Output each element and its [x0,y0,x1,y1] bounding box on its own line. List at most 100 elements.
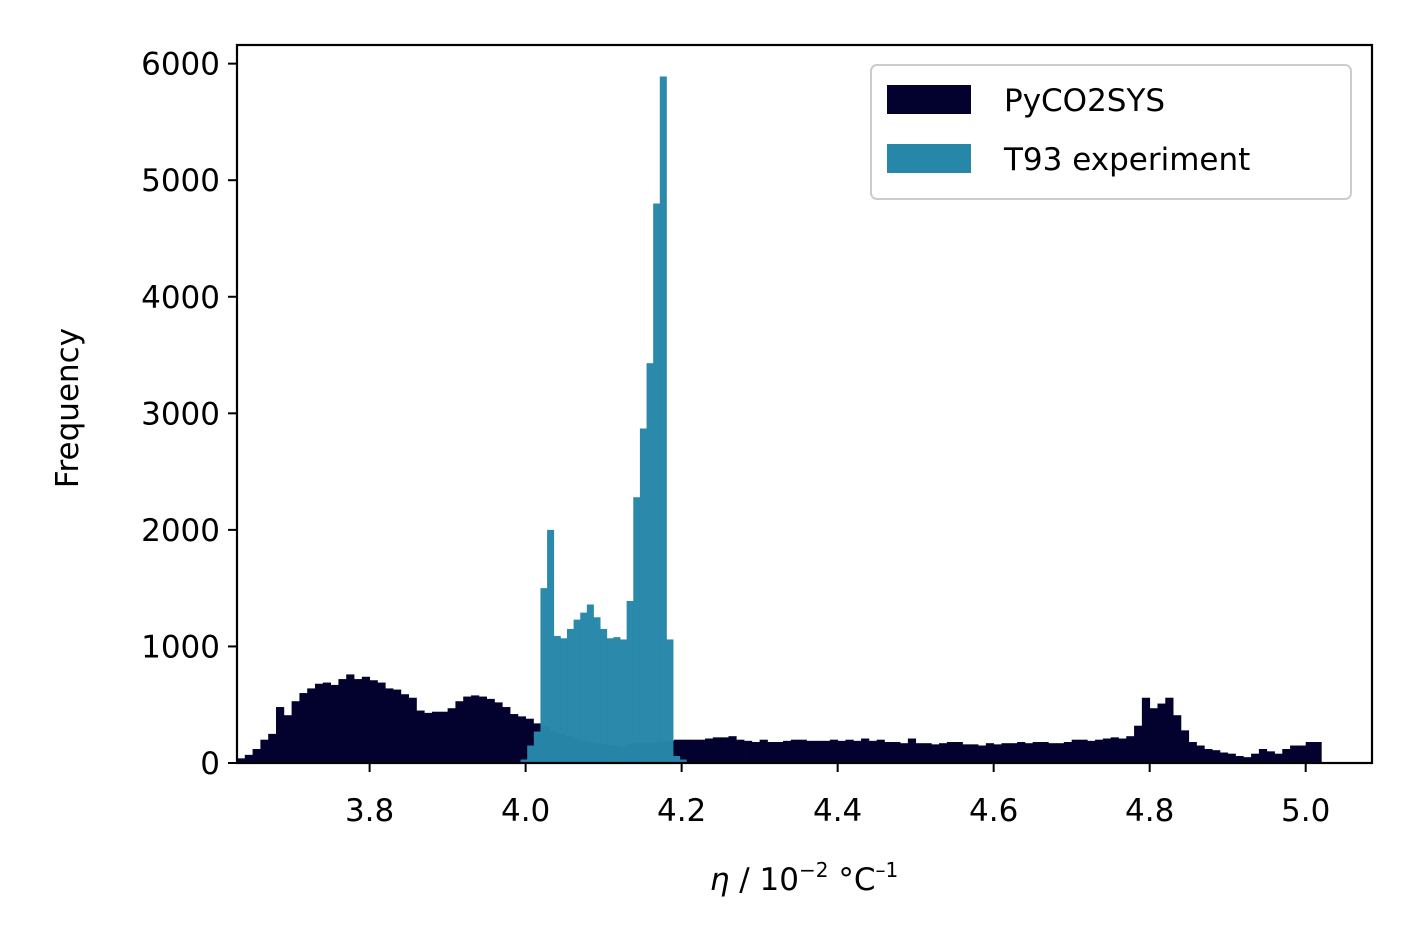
bar [1063,742,1073,763]
x-axis-label: η / 10−2 °C–1 [710,858,898,898]
bar [606,638,614,763]
bar [237,758,246,763]
x-tick-label: 5.0 [1281,793,1330,829]
bar [1017,742,1026,763]
bar [463,696,472,763]
bar [478,696,488,763]
bar [315,683,324,763]
bar [829,739,839,763]
bar [689,739,698,763]
bar [1126,736,1135,763]
bar [1297,745,1307,763]
bar [962,744,971,763]
bar [931,744,940,763]
x-tick-label: 4.0 [501,793,550,829]
bar [1134,725,1143,763]
bar [586,604,594,763]
x-axis-label-unit-exponent: –1 [876,858,899,882]
bar [1040,742,1049,763]
bar [1048,743,1057,763]
bar [260,739,269,763]
x-axis-ticks: 3.8 4.0 4.2 4.4 4.6 4.8 5.0 [345,763,1330,829]
bar [822,740,831,763]
bar [540,588,548,763]
bar [510,714,519,763]
bar [798,739,807,763]
bar [393,689,402,763]
bar [1157,703,1166,763]
bar [659,76,667,764]
bar [1118,738,1127,763]
bar [978,745,987,763]
legend-swatch-t93-experiment [887,144,971,173]
series-0 [237,674,1322,763]
bar [1071,739,1080,763]
bar [268,733,277,763]
bar [876,739,885,763]
bar [1149,708,1158,763]
bar [1024,743,1034,763]
bar [1095,739,1104,763]
bar [1204,749,1213,763]
bar [1173,715,1182,763]
x-tick-label: 4.4 [813,793,862,829]
legend-frame [870,64,1352,200]
bar [666,639,674,763]
bar [1274,753,1283,763]
bar [861,738,870,763]
bar [1196,745,1205,763]
bar [494,702,503,763]
bar [1141,697,1151,763]
bar [954,742,963,763]
bar [646,363,654,763]
y-tick-label: 2000 [141,513,220,549]
bar [653,203,661,763]
bar [447,708,456,763]
bar [923,743,932,763]
series-1 [513,76,687,764]
bar [517,716,527,763]
bar [613,637,621,763]
bar [985,743,995,763]
bar [884,742,893,763]
bar [892,742,901,763]
bar [566,628,574,763]
bar [338,679,347,763]
bar [580,612,588,763]
bar [400,694,410,763]
bar [1032,742,1041,763]
bar [1266,751,1275,763]
x-axis-label-unit: °C [829,862,876,898]
bar [939,743,948,763]
bar [354,679,363,763]
bar [307,688,316,763]
y-axis-label: Frequency [50,328,86,488]
x-axis-label-symbol: η [710,862,730,898]
bar [1290,745,1299,763]
bar [720,737,729,763]
bar [252,749,261,763]
bar [673,739,683,763]
bar [1282,749,1291,763]
bar [432,711,441,763]
bar [620,639,628,763]
legend-label-pyco2sys: PyCO2SYS [1004,83,1165,119]
bar [593,617,601,763]
bar [547,529,555,763]
x-axis-label-exponent: −2 [799,858,828,882]
legend: PyCO2SYS T93 experiment [870,64,1352,200]
bar [759,739,768,763]
bar [1235,756,1244,763]
bar [1313,742,1322,763]
bar [712,737,722,763]
bar [993,744,1002,763]
y-axis-ticks: 0 1000 2000 3000 4000 5000 6000 [141,47,237,782]
bar [837,740,846,763]
legend-swatch-pyco2sys [887,85,971,114]
bar [736,739,745,763]
x-tick-label: 4.8 [1125,793,1174,829]
y-tick-label: 1000 [141,629,220,665]
bar [1227,753,1236,763]
bar [408,697,417,763]
